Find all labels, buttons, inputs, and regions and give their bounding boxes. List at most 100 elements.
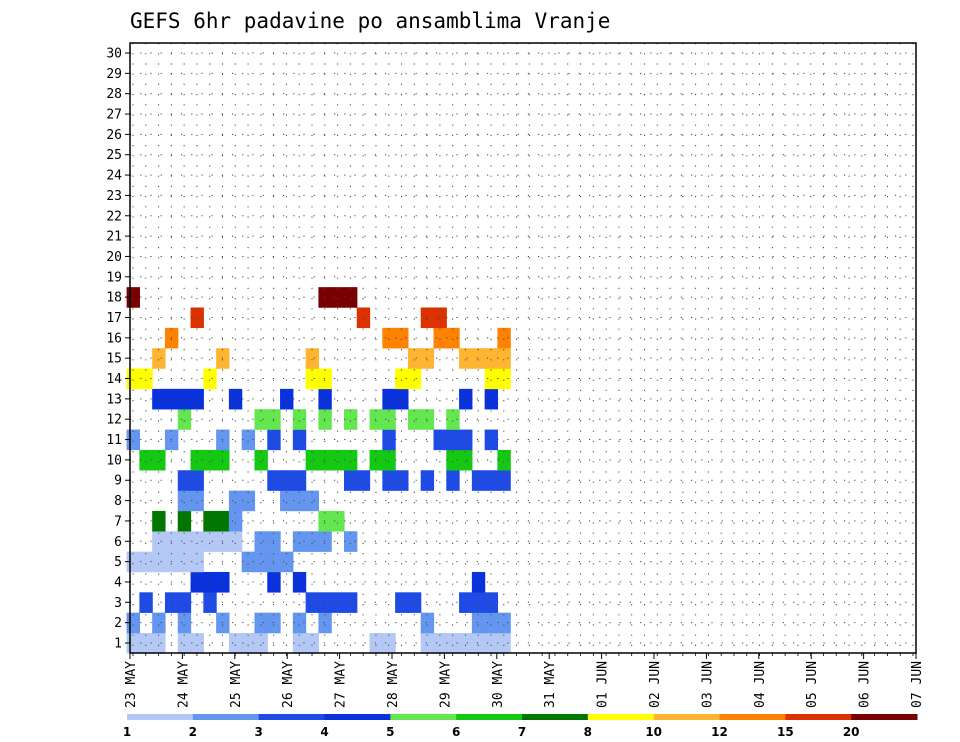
precip-cell [152,551,166,573]
precip-cell [203,592,217,613]
precip-cell [152,612,166,634]
y-tick-label: 3 [114,596,122,611]
precip-cell [139,449,153,471]
precip-cell [395,388,409,410]
y-tick-label: 18 [106,291,122,306]
precip-cell [395,327,409,349]
precip-cell [331,449,345,471]
y-tick-label: 16 [106,331,122,346]
precip-cell [331,287,345,308]
precip-cell [318,449,332,471]
colorbar-label: 10 [645,725,662,739]
precip-cell [318,388,332,410]
precip-cell [190,551,204,573]
precip-cell [356,307,371,329]
colorbar-label: 8 [584,725,592,739]
precip-cell [369,633,383,654]
precip-cell [292,571,307,593]
precip-cell [420,307,435,329]
precip-cell [305,368,320,390]
precip-cell [292,612,307,634]
precip-cell [446,327,460,349]
colorbar-label: 6 [452,725,460,739]
precip-cell [177,388,192,410]
precip-cell [305,348,320,369]
precip-cell [139,592,153,613]
precip-cell [177,592,192,613]
precip-cell [484,592,499,613]
colorbar-label: 7 [518,725,526,739]
y-tick-label: 9 [114,474,122,489]
precip-cell [152,531,166,552]
precip-cell [177,490,192,512]
y-tick-label: 20 [106,250,122,265]
precip-cell [395,470,409,491]
y-tick-label: 13 [106,392,122,407]
plot-frame [129,42,917,654]
plot-cells [126,287,511,654]
precip-cell [471,633,486,654]
precip-cell [497,368,511,390]
colorbar-label: 2 [189,725,197,739]
precip-cell [190,307,204,329]
precip-cell [177,409,192,430]
y-tick-label: 19 [106,270,122,285]
y-tick-label: 7 [114,514,122,529]
precip-cell [292,531,307,552]
precip-cell [497,327,511,349]
colorbar-label: 1 [123,725,131,739]
precip-cell [420,470,435,491]
precip-cell [356,470,371,491]
precip-cell [395,368,409,390]
precip-cell [484,633,499,654]
colorbar-swatch [851,714,918,720]
precip-cell [177,510,192,532]
precip-cell [254,449,268,471]
y-tick-label: 21 [106,230,122,245]
precip-cell [318,612,332,634]
precip-cell [280,551,294,573]
precip-cell [484,348,499,369]
precip-cell [446,470,460,491]
precip-cell [407,348,422,369]
x-tick-label: 27 MAY [334,661,349,708]
x-tick-label: 26 MAY [281,661,296,708]
x-tick-label: 07 JUN [910,661,925,708]
precip-cell [280,470,294,491]
precip-cell [292,429,307,451]
precip-cell [382,449,396,471]
precip-cell [305,449,320,471]
y-tick-label: 22 [106,209,122,224]
x-tick-label: 25 MAY [229,661,244,708]
precip-cell [407,368,422,390]
precip-cell [497,348,511,369]
precip-cell [292,633,307,654]
precip-cell [382,409,396,430]
colorbar-swatch [653,714,720,720]
precip-cell [318,287,332,308]
precip-cell [459,449,473,471]
precip-cell [241,551,256,573]
precip-cell [177,531,192,552]
precip-cell [497,612,511,634]
precip-cell [407,409,422,430]
precip-cell [318,368,332,390]
y-tick-label: 10 [106,453,122,468]
precip-cell [433,307,447,329]
y-tick-label: 25 [106,148,122,163]
precip-cell [382,633,396,654]
precip-cell [203,449,217,471]
precip-cell [139,633,153,654]
precip-cell [471,612,486,634]
colorbar-swatch [719,714,786,720]
precip-cell [420,633,435,654]
precip-cell [254,612,268,634]
precip-cell [446,409,460,430]
precip-cell [152,388,166,410]
precip-cell [497,449,511,471]
precip-cell [190,531,204,552]
precip-cell [292,409,307,430]
precip-cell [318,531,332,552]
y-tick-label: 1 [114,637,122,652]
precip-cell [484,470,499,491]
